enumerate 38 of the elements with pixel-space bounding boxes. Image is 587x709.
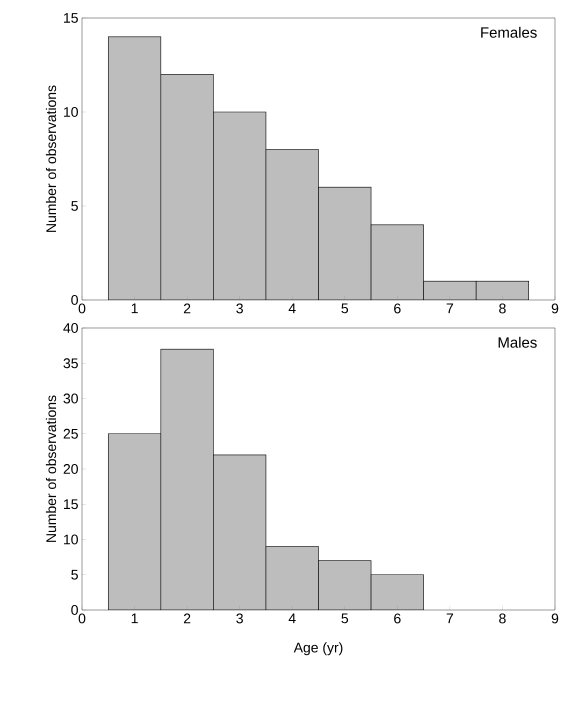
chart-title: Males xyxy=(498,336,537,348)
x-tick-label: 6 xyxy=(394,304,401,314)
y-axis-title: Number of observations xyxy=(46,85,56,232)
y-tick-label: 0 xyxy=(71,295,78,305)
y-tick-label: 15 xyxy=(64,499,78,510)
x-tick-label: 1 xyxy=(132,614,138,624)
y-tick-label: 20 xyxy=(64,464,78,474)
y-tick-label: 10 xyxy=(64,534,78,544)
y-tick-label: 0 xyxy=(71,605,78,615)
x-tick-label: 8 xyxy=(499,304,506,314)
x-tick-label: 0 xyxy=(78,304,86,314)
x-tick-label: 5 xyxy=(341,304,348,314)
x-tick-label: 8 xyxy=(499,614,506,624)
x-tick-label: 5 xyxy=(341,614,348,624)
x-tick-label: 4 xyxy=(288,304,296,314)
x-tick-label: 2 xyxy=(184,304,190,314)
y-tick-label: 35 xyxy=(63,358,78,368)
y-tick-label: 25 xyxy=(64,428,78,439)
y-tick-label: 30 xyxy=(63,394,78,404)
x-tick-label: 0 xyxy=(78,614,86,624)
y-tick-label: 10 xyxy=(64,107,78,117)
y-tick-label: 15 xyxy=(64,13,78,23)
y-tick-label: 40 xyxy=(63,323,78,333)
x-tick-label: 9 xyxy=(552,304,558,314)
x-tick-label: 3 xyxy=(236,304,243,314)
x-tick-label: 9 xyxy=(552,614,558,624)
x-tick-label: 7 xyxy=(446,614,454,624)
x-tick-label: 6 xyxy=(394,614,401,624)
x-tick-label: 4 xyxy=(288,614,296,624)
x-tick-label: 3 xyxy=(236,614,243,624)
x-axis-title: Age (yr) xyxy=(294,642,342,656)
x-tick-label: 2 xyxy=(184,614,190,624)
y-axis-title: Number of observations xyxy=(46,396,56,542)
x-tick-label: 1 xyxy=(132,304,138,314)
y-tick-label: 5 xyxy=(71,570,78,580)
x-tick-label: 7 xyxy=(446,304,454,314)
y-tick-label: 5 xyxy=(71,201,78,211)
chart-title: Females xyxy=(481,26,537,38)
